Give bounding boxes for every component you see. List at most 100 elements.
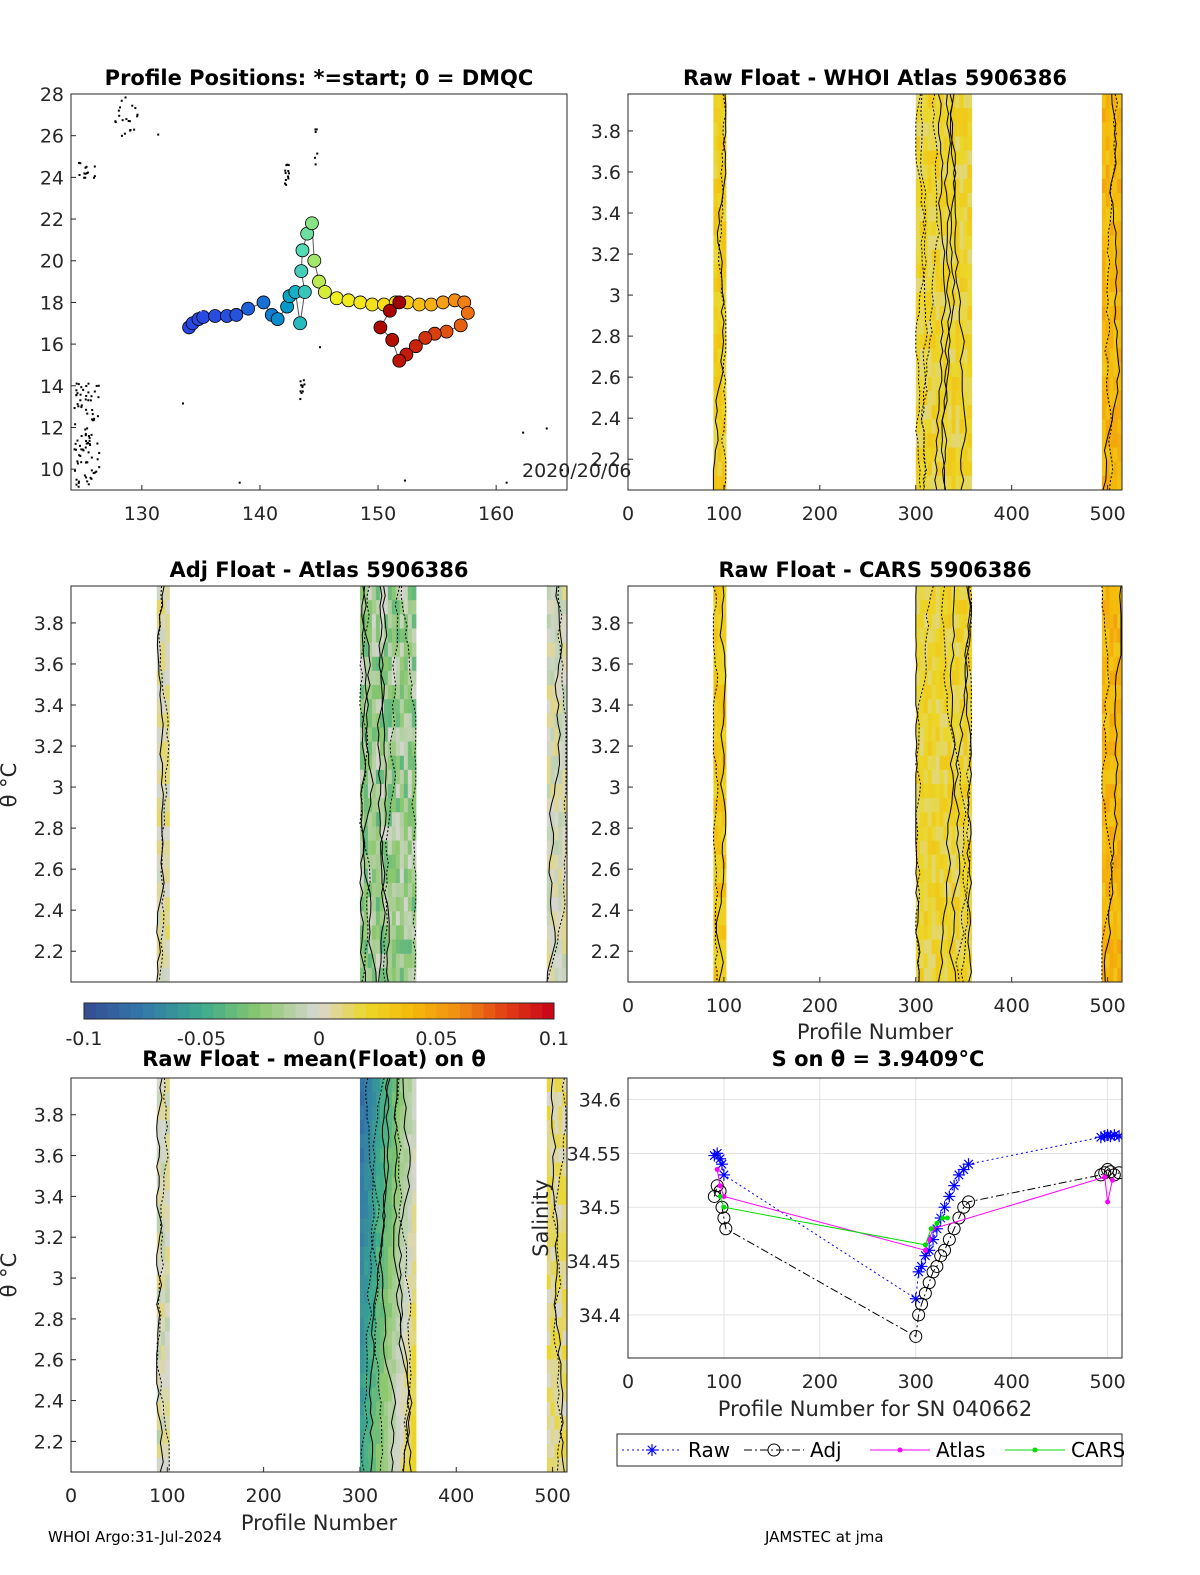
colorbar-segment <box>107 1003 120 1019</box>
heatmap-cell <box>383 1218 389 1234</box>
heatmap-cell <box>915 699 921 714</box>
heatmap-cell <box>562 911 567 927</box>
heatmap-cell <box>1109 670 1114 686</box>
heatmap-cell <box>375 1078 381 1093</box>
heatmap-cell <box>550 939 556 955</box>
heatmap-cell <box>951 475 957 490</box>
heatmap-cell <box>367 1092 373 1107</box>
heatmap-cell <box>1113 405 1118 420</box>
heatmap-cell <box>919 292 925 307</box>
heatmap-cell <box>546 1260 552 1276</box>
heatmap-cell <box>713 221 719 237</box>
heatmap-cell <box>951 642 957 658</box>
heatmap-cell <box>379 656 385 672</box>
heatmap-cell <box>1101 122 1107 138</box>
heatmap-cell <box>1117 193 1122 208</box>
heatmap-cell <box>554 1120 559 1135</box>
series-line <box>713 1168 1120 1338</box>
heatmap-cell <box>959 263 965 279</box>
heatmap-cell <box>967 277 973 293</box>
heatmap-cell <box>931 741 937 757</box>
heatmap-cell <box>403 1120 409 1135</box>
heatmap-cell <box>713 277 719 293</box>
heatmap-cell <box>403 1106 409 1121</box>
x-tick-label: 200 <box>802 1371 838 1393</box>
heatmap-cell <box>1105 193 1111 208</box>
heatmap-cell <box>546 1246 552 1262</box>
coast-point <box>316 152 319 155</box>
heatmap-cell <box>1109 447 1114 463</box>
heatmap-cell <box>721 868 727 884</box>
heatmap-cell <box>165 1289 170 1304</box>
heatmap-cell <box>395 699 401 714</box>
heatmap-cell <box>407 670 413 686</box>
heatmap-cell <box>947 461 953 477</box>
heatmap-cell <box>923 94 929 109</box>
coast-point <box>96 415 99 418</box>
heatmap-cell <box>959 136 965 152</box>
heatmap-cell <box>156 840 162 856</box>
heatmap-cell <box>387 939 393 955</box>
heatmap-cell <box>1105 741 1111 757</box>
heatmap-cell <box>951 235 957 251</box>
heatmap-cell <box>367 1345 373 1361</box>
heatmap-cell <box>951 939 957 955</box>
heatmap-cell <box>363 1148 369 1164</box>
heatmap-cell <box>967 685 973 700</box>
heatmap-cell <box>367 967 373 982</box>
heatmap-cell <box>1109 207 1114 222</box>
heatmap-cell <box>156 1218 162 1234</box>
heatmap-cell <box>927 108 933 123</box>
heatmap-cell <box>713 769 719 785</box>
raw-point <box>1113 1130 1122 1143</box>
heatmap-cell <box>387 1078 393 1093</box>
heatmap-cell <box>955 207 961 222</box>
heatmap-cell <box>554 883 559 898</box>
heatmap-cell <box>550 1078 556 1093</box>
heatmap-cell <box>931 334 937 350</box>
coast-point <box>88 439 91 442</box>
heatmap-cell <box>165 1134 170 1149</box>
heatmap-cell <box>363 741 369 757</box>
heatmap-cell <box>927 755 933 771</box>
heatmap-cell <box>1113 911 1118 927</box>
heatmap-cell <box>717 164 723 180</box>
heatmap-cell <box>923 334 929 350</box>
coast-point <box>182 402 185 405</box>
heatmap-cell <box>165 1232 170 1248</box>
heatmap-cell <box>1105 348 1111 364</box>
heatmap-cell <box>939 656 945 672</box>
heatmap-cell <box>1117 868 1122 884</box>
heatmap-cells <box>712 94 1122 490</box>
heatmap-cell <box>721 193 727 208</box>
heatmap-cell <box>554 1148 559 1164</box>
heatmap-cell <box>411 586 417 601</box>
coast-point <box>136 113 139 116</box>
profile-position <box>341 293 356 308</box>
heatmap-cell <box>165 1120 170 1135</box>
positions-title: Profile Positions: *=start; 0 = DMQC <box>105 66 534 90</box>
heatmap-cell <box>915 967 921 982</box>
coast-point <box>80 386 83 389</box>
heatmap-cell <box>943 769 949 785</box>
heatmap-cell <box>931 699 937 714</box>
coast-point <box>80 405 83 408</box>
heatmap-cell <box>160 614 166 630</box>
heatmap-cell <box>927 586 933 601</box>
heatmap-cell <box>160 854 166 870</box>
heatmap-cell <box>1109 769 1114 785</box>
heatmap-cell <box>939 94 945 109</box>
heatmap-cell <box>915 840 921 856</box>
heatmap-cell <box>721 391 727 406</box>
heatmap-cell <box>558 1190 563 1206</box>
heatmap-cell <box>554 1415 559 1431</box>
heatmap-cell <box>955 883 961 898</box>
heatmap-cell <box>923 784 929 799</box>
x-tick-label: 130 <box>124 503 160 525</box>
heatmap-cell <box>951 362 957 378</box>
heatmap-cell <box>367 685 373 700</box>
heatmap-cell <box>1117 164 1122 180</box>
heatmap-cell <box>562 1106 567 1121</box>
heatmap-cell <box>943 727 949 743</box>
coast-point <box>117 109 120 112</box>
